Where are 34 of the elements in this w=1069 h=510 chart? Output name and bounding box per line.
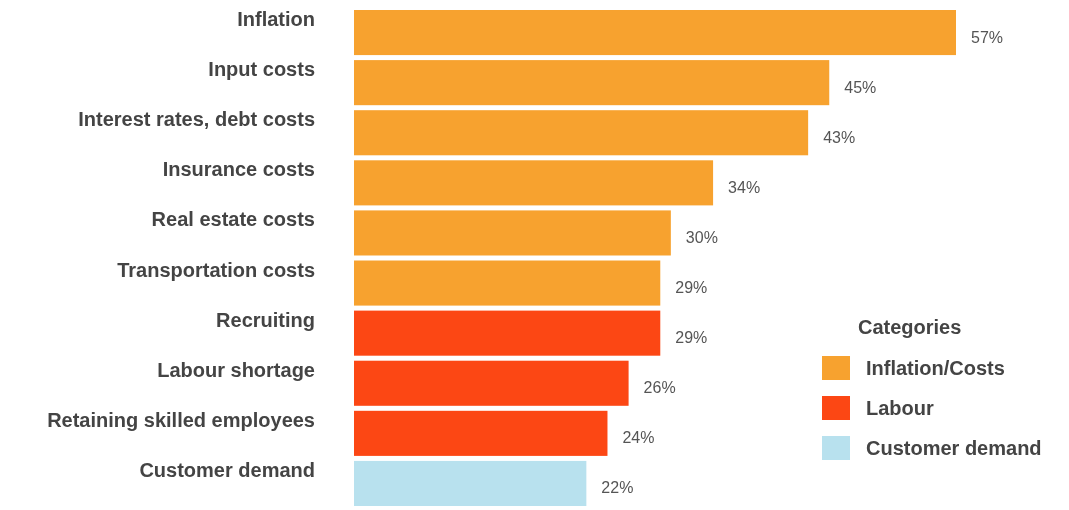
- bar: [354, 460, 587, 506]
- bar: [354, 160, 714, 206]
- data-label: 57%: [971, 28, 1004, 46]
- y-tick-label: Retaining skilled employees: [47, 408, 315, 431]
- y-tick-label: Real estate costs: [151, 208, 315, 231]
- data-label: 43%: [823, 128, 856, 146]
- bar: [354, 410, 608, 456]
- bar: [354, 60, 830, 106]
- data-label: 29%: [675, 329, 708, 347]
- legend-title: Categories: [858, 316, 962, 338]
- legend-label: Customer demand: [866, 437, 1042, 459]
- bar: [354, 210, 671, 256]
- data-label: 45%: [844, 78, 877, 96]
- y-tick-label: Transportation costs: [117, 258, 315, 281]
- y-tick-label: Customer demand: [139, 458, 315, 481]
- data-label: 34%: [728, 178, 761, 196]
- y-tick-label: Inflation: [237, 8, 315, 30]
- y-tick-label: Labour shortage: [157, 358, 315, 381]
- y-tick-label: Insurance costs: [162, 158, 315, 181]
- bar: [354, 10, 956, 56]
- data-label: 29%: [675, 279, 708, 297]
- bar: [354, 360, 629, 406]
- bar: [354, 260, 661, 306]
- data-label: 22%: [601, 479, 634, 497]
- y-tick-label: Recruiting: [216, 308, 315, 331]
- legend-label: Labour: [866, 397, 934, 419]
- data-label: 24%: [622, 429, 655, 447]
- y-tick-label: Input costs: [208, 58, 315, 81]
- data-label: 26%: [643, 379, 676, 397]
- legend-label: Inflation/Costs: [866, 357, 1005, 379]
- bar: [354, 110, 809, 156]
- y-tick-label: Interest rates, debt costs: [78, 108, 315, 131]
- data-label: 30%: [685, 228, 718, 246]
- bar: [354, 310, 661, 356]
